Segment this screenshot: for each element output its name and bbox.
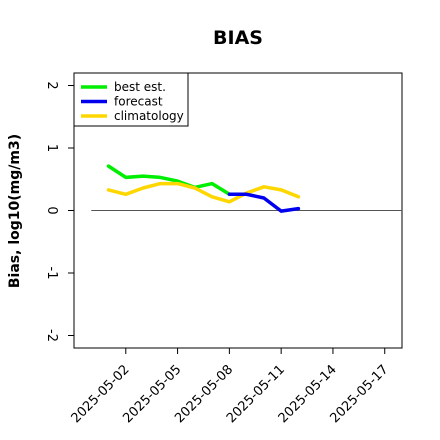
axes: -2-10122025-05-022025-05-052025-05-08202…: [44, 81, 402, 426]
chart-title: BIAS: [213, 27, 263, 49]
series-line-best-est: [106, 164, 232, 197]
y-tick-label: -2: [44, 329, 59, 342]
legend-label: best est.: [114, 80, 166, 94]
y-tick-label: -1: [44, 267, 59, 280]
legend-box: [73, 72, 189, 127]
series-layer: [106, 164, 301, 213]
legend-label: climatology: [114, 109, 184, 123]
series-line-climatology: [106, 181, 301, 204]
y-axis-label: Bias, log10(mg/m3): [7, 134, 23, 288]
series-line-forecast: [227, 192, 301, 213]
legend-label: forecast: [114, 95, 163, 109]
y-tick-label: 2: [44, 81, 59, 89]
y-tick-label: 1: [44, 144, 59, 152]
y-tick-label: 0: [44, 206, 59, 214]
